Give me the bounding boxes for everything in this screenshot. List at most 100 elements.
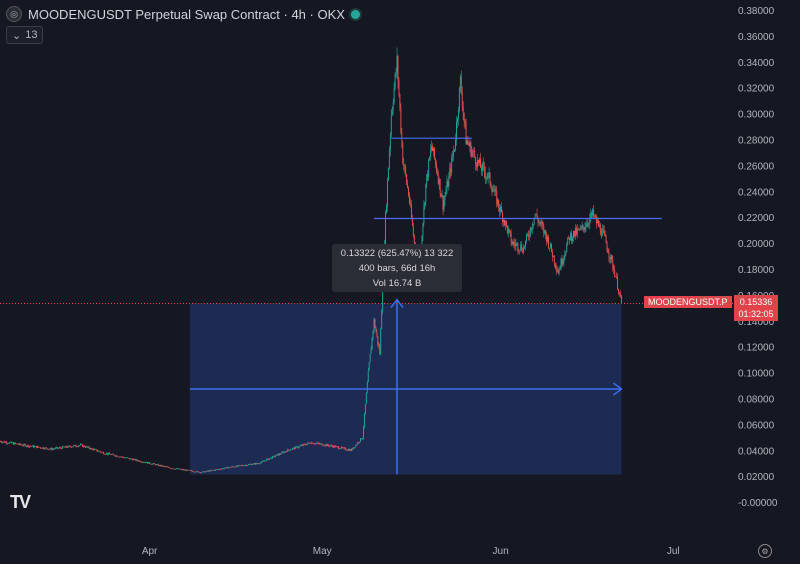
- candle-body: [533, 217, 535, 225]
- candle-body: [403, 163, 405, 166]
- candle-body: [427, 174, 429, 177]
- candle-body: [230, 467, 232, 468]
- y-axis-tick-label: 0.34000: [738, 58, 775, 69]
- candle-body: [215, 469, 217, 471]
- candle-body: [178, 468, 180, 470]
- candle-body: [179, 469, 181, 470]
- candle-body: [92, 448, 94, 451]
- candle-body: [532, 224, 534, 227]
- candle-body: [76, 446, 78, 447]
- candle-body: [156, 464, 158, 465]
- candle-body: [77, 446, 79, 448]
- candle-body: [480, 158, 481, 168]
- candle-body: [33, 445, 35, 448]
- candle-body: [381, 310, 383, 330]
- indicators-toggle-button[interactable]: ⌄ 13: [6, 26, 44, 44]
- candle-body: [157, 464, 159, 466]
- candle-body: [272, 456, 274, 457]
- chart-title[interactable]: MOODENGUSDT Perpetual Swap Contract · 4h…: [28, 6, 345, 22]
- candle-body: [169, 467, 171, 469]
- candle-body: [211, 470, 213, 471]
- candle-body: [299, 445, 301, 447]
- candle-body: [590, 212, 592, 218]
- candle-body: [244, 465, 245, 467]
- candle-body: [595, 216, 596, 217]
- candle-body: [304, 444, 306, 445]
- tradingview-logo[interactable]: TV: [10, 492, 31, 512]
- candle-body: [173, 468, 175, 470]
- candle-body: [570, 232, 572, 241]
- candle-body: [280, 453, 282, 455]
- candle-body: [492, 190, 494, 192]
- candle-body: [404, 165, 406, 167]
- indicators-count: 13: [25, 29, 38, 41]
- candle-body: [567, 237, 569, 245]
- candle-body: [612, 259, 614, 269]
- candle-body: [504, 221, 506, 226]
- symbol-logo-icon[interactable]: ◎: [6, 6, 22, 22]
- candle-body: [410, 204, 412, 218]
- candle-body: [440, 193, 442, 197]
- y-axis-tick-label: 0.28000: [738, 136, 775, 147]
- candle-body: [586, 223, 588, 227]
- candle-body: [232, 466, 234, 468]
- candle-body: [544, 230, 546, 234]
- candle-body: [380, 329, 382, 355]
- candle-body: [275, 454, 277, 457]
- candle-body: [190, 470, 192, 471]
- candle-body: [265, 460, 267, 462]
- candle-body: [68, 445, 70, 447]
- candle-body: [97, 451, 99, 452]
- candle-body: [422, 223, 424, 236]
- candle-body: [176, 468, 177, 470]
- candle-body: [113, 454, 115, 456]
- candle-body: [333, 445, 335, 448]
- candle-body: [439, 179, 441, 194]
- candle-body: [611, 255, 613, 260]
- candle-body: [264, 460, 266, 462]
- candle-body: [218, 469, 220, 470]
- candle-body: [121, 456, 123, 458]
- candle-body: [388, 149, 390, 168]
- candle-body: [260, 462, 262, 464]
- candle-body: [409, 203, 411, 205]
- candle-body: [120, 456, 122, 458]
- candle-body: [128, 457, 129, 459]
- candle-body: [482, 163, 484, 166]
- candle-body: [534, 214, 536, 218]
- candle-body: [217, 469, 219, 470]
- last-price-value: 0.15336: [739, 297, 773, 307]
- candle-body: [523, 247, 525, 253]
- candle-body: [123, 457, 125, 458]
- candle-body: [80, 444, 82, 446]
- candle-body: [60, 447, 62, 449]
- candle-body: [345, 449, 347, 451]
- candle-body: [103, 452, 105, 454]
- candle-body: [473, 151, 475, 152]
- candle-body: [460, 76, 462, 93]
- candle-body: [62, 446, 64, 448]
- candle-body: [205, 470, 207, 472]
- candle-body: [281, 452, 283, 454]
- candle-body: [133, 459, 135, 460]
- candle-body: [241, 465, 243, 466]
- candle-body: [502, 211, 503, 222]
- candle-body: [563, 256, 565, 262]
- candle-body: [584, 227, 586, 230]
- candle-body: [472, 151, 474, 153]
- candle-body: [176, 468, 178, 470]
- candle-body: [528, 235, 530, 237]
- candle-body: [64, 446, 66, 448]
- candle-body: [341, 447, 343, 448]
- candle-body: [605, 235, 607, 243]
- candle-body: [141, 461, 143, 463]
- candle-body: [385, 212, 386, 245]
- candle-body: [506, 225, 508, 234]
- candle-body: [431, 146, 432, 150]
- candle-body: [9, 442, 11, 444]
- candle-body: [293, 447, 295, 449]
- settings-icon[interactable]: ⚙: [758, 544, 772, 558]
- candle-body: [615, 276, 617, 278]
- candle-body: [489, 172, 491, 185]
